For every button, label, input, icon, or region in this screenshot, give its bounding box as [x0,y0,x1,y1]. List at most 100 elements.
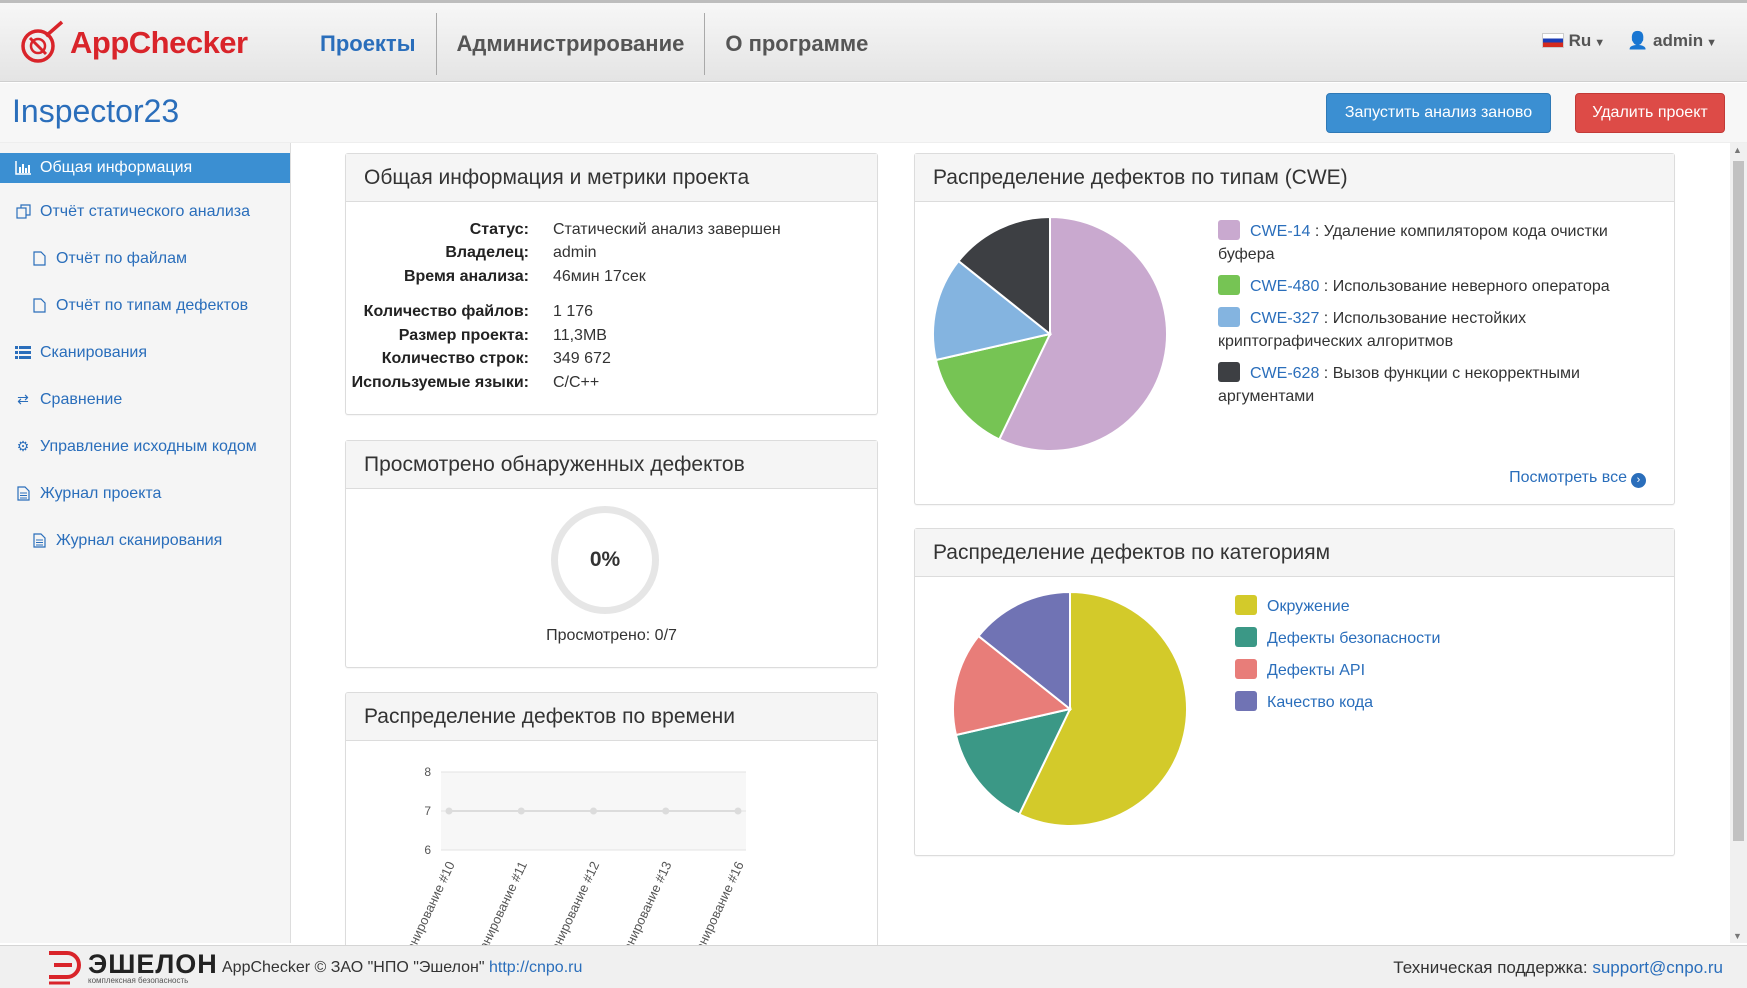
category-legend: Окружение Дефекты безопасности Дефекты A… [1235,595,1635,723]
category-link[interactable]: Качество кода [1267,694,1374,711]
page-scrollbar[interactable]: ▲ ▼ [1730,143,1747,943]
scroll-thumb[interactable] [1733,161,1744,841]
brand-logo[interactable]: AppChecker [18,13,248,73]
caret-down-icon: ▼ [1706,37,1717,49]
copy-icon [14,204,32,220]
category-slice-дефекты-безопасности[interactable] [954,707,1072,816]
bar-chart-icon [14,160,32,176]
user-name: admin [1653,31,1704,50]
y-tick-label: 8 [424,765,431,779]
category-pie-chart [952,590,1188,827]
file-text-icon [30,533,48,549]
sidebar-item-scan-log[interactable]: Журнал сканирования [0,517,290,564]
legend-swatch [1235,627,1257,647]
category-slice-окружение[interactable] [1017,590,1188,827]
metric-label: Статус: [469,220,529,238]
support-email-link[interactable]: support@cnpo.ru [1592,958,1723,977]
copyright-text: AppChecker © ЗАО "НПО "Эшелон" [222,959,489,976]
caret-down-icon: ▼ [1594,37,1606,49]
metric-value: 349 672 [553,350,611,368]
data-point[interactable] [445,807,453,815]
sidebar-item-label: Сканирования [40,343,148,361]
see-all-link[interactable]: Посмотреть все › [1509,469,1646,488]
cwe-link[interactable]: CWE-327 [1250,310,1320,327]
sidebar-item-source-control[interactable]: ⚙ Управление исходным кодом [0,423,290,470]
nav-administration[interactable]: Администрирование [437,13,706,75]
category-link[interactable]: Окружение [1267,598,1350,615]
reviewed-defects-panel: Просмотрено обнаруженных дефектов 0% Про… [345,440,878,668]
company-site-link[interactable]: http://cnpo.ru [488,959,583,976]
category-link[interactable]: Дефекты API [1267,662,1366,679]
category-slice-качество-кода[interactable] [977,590,1071,712]
list-icon [14,345,32,361]
cwe-slice-cwe-14[interactable] [997,215,1168,452]
sidebar-item-label: Журнал сканирования [56,531,223,549]
metric-value: C/C++ [553,373,600,391]
user-icon: 👤 [1627,31,1649,50]
sidebar-item-static-report[interactable]: Отчёт статического анализа [0,188,290,235]
russian-flag-icon [1541,33,1564,48]
metric-value: Статический анализ завершен [553,220,781,238]
sidebar-item-project-log[interactable]: Журнал проекта [0,470,290,517]
category-slice-дефекты-api[interactable] [952,634,1073,737]
metric-value: 1 176 [553,303,594,321]
sidebar-item-defect-types-report[interactable]: Отчёт по типам дефектов [0,282,290,329]
sidebar-item-scans[interactable]: Сканирования [0,329,290,376]
arrow-circle-right-icon: › [1631,473,1646,488]
y-tick-label: 7 [424,804,431,818]
sidebar-item-label: Отчёт по типам дефектов [56,296,249,314]
panel-title: Просмотрено обнаруженных дефектов [346,441,877,489]
cwe-slice-cwe-327[interactable] [932,259,1053,362]
metric-label: Размер проекта: [398,326,529,344]
scroll-up-icon[interactable]: ▲ [1733,145,1742,155]
gear-icon: ⚙ [16,438,30,454]
transfer-icon: ⇄ [17,391,29,407]
reviewed-percent: 0% [589,548,621,571]
legend-item: CWE-14 : Удаление компилятором кода очис… [1218,220,1638,266]
reviewed-progress-ring: 0% [551,506,659,614]
sidebar-item-comparison[interactable]: ⇄ Сравнение [0,376,290,423]
legend-swatch [1218,362,1240,382]
user-dropdown[interactable]: 👤 admin ▼ [1627,31,1717,51]
cwe-link[interactable]: CWE-480 [1250,278,1320,295]
file-icon [30,298,48,314]
project-info-panel: Общая информация и метрики проекта Стату… [345,153,878,415]
scroll-down-icon[interactable]: ▼ [1733,931,1742,941]
support-label: Техническая поддержка: [1393,958,1593,977]
legend-item: CWE-327 : Использование нестойких крипто… [1218,307,1638,353]
cwe-slice-cwe-628[interactable] [957,215,1051,337]
sidebar: Общая информация Отчёт статического анал… [0,143,291,943]
legend-text: : Вызов функции с некорректными аргумент… [1218,365,1580,405]
metric-label: Количество строк: [381,350,529,368]
file-icon [30,251,48,267]
sidebar-item-overview[interactable]: Общая информация [0,153,290,183]
language-dropdown[interactable]: Ru ▼ [1541,31,1606,51]
legend-swatch [1218,307,1240,327]
cwe-legend: CWE-14 : Удаление компилятором кода очис… [1218,220,1638,417]
data-point[interactable] [734,807,742,815]
legend-item: Дефекты API [1235,659,1635,682]
footer: ЭШЕЛОН комплексная безопасность AppCheck… [0,945,1747,988]
nav-projects[interactable]: Проекты [300,13,437,75]
category-link[interactable]: Дефекты безопасности [1267,630,1441,647]
restart-analysis-button[interactable]: Запустить анализ заново [1326,93,1551,133]
x-tick-label: Сканирование #16 [686,859,747,952]
echelon-logo: ЭШЕЛОН комплексная безопасность [46,950,218,986]
data-point[interactable] [517,807,525,815]
legend-item: CWE-480 : Использование неверного операт… [1218,275,1638,298]
brand-name: AppChecker [70,25,248,60]
cwe-link[interactable]: CWE-628 [1250,365,1320,382]
delete-project-button[interactable]: Удалить проект [1575,93,1725,133]
sidebar-item-files-report[interactable]: Отчёт по файлам [0,235,290,282]
nav-about[interactable]: О программе [725,31,869,56]
data-point[interactable] [590,807,597,815]
cwe-slice-cwe-480[interactable] [934,332,1052,441]
cwe-link[interactable]: CWE-14 [1250,223,1311,240]
data-point[interactable] [662,807,670,815]
metric-value: 46мин 17сек [553,267,646,285]
panel-title: Общая информация и метрики проекта [346,154,877,202]
echelon-name: ЭШЕЛОН [88,948,218,979]
panel-title: Распределение дефектов по времени [346,693,877,741]
legend-swatch [1218,220,1240,240]
